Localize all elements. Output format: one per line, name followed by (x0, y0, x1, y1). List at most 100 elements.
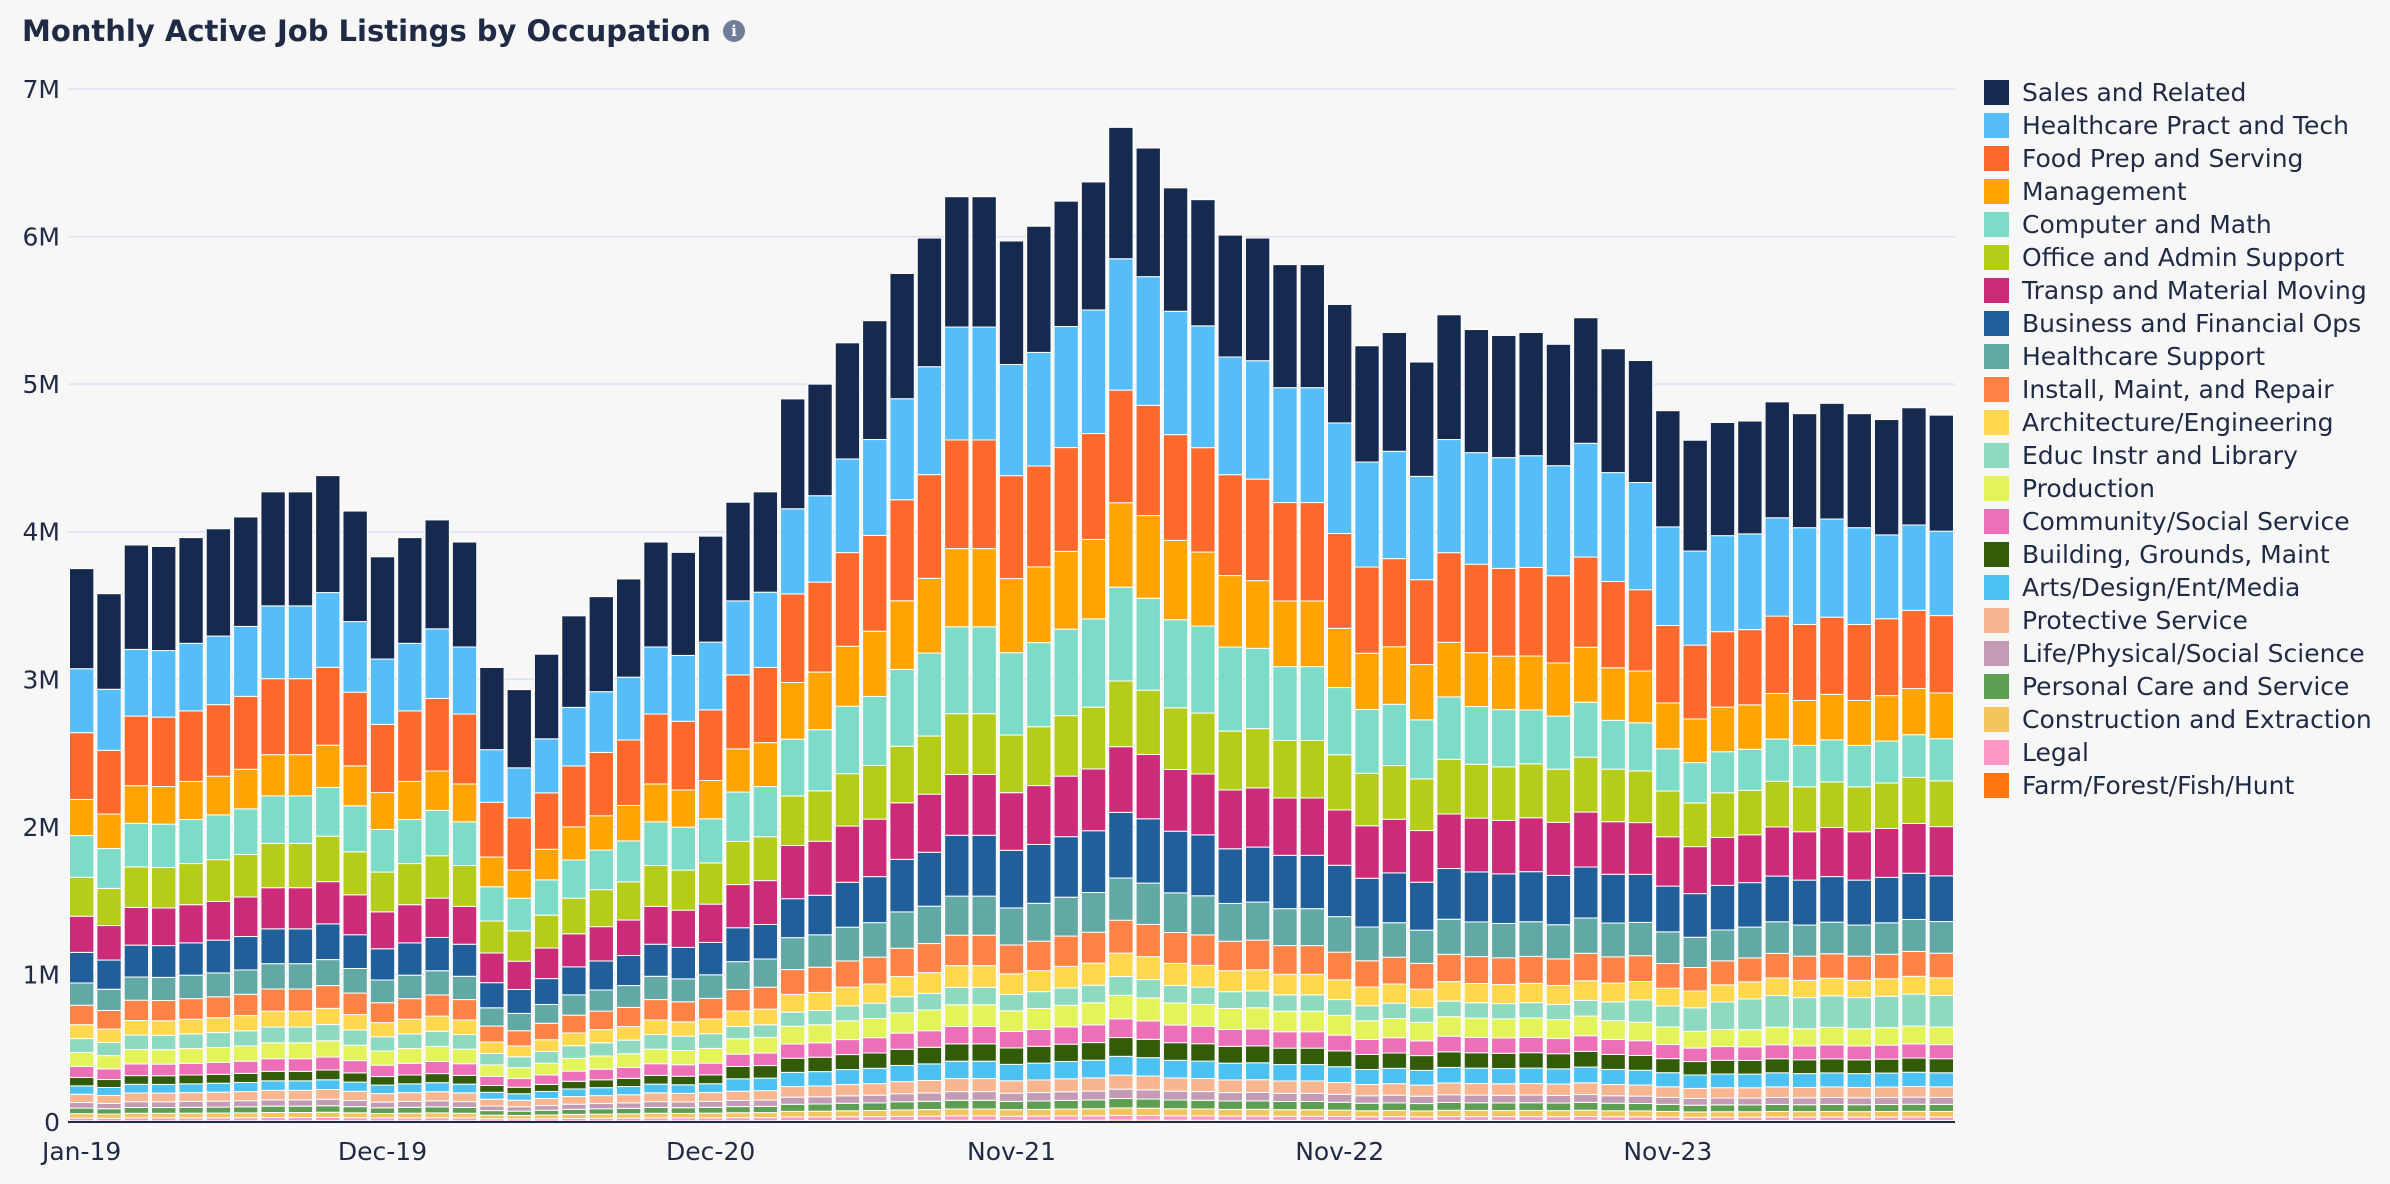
bar-segment[interactable] (123, 1075, 150, 1085)
bar-segment[interactable] (260, 887, 286, 930)
bar-segment[interactable] (1901, 1025, 1927, 1045)
bar-segment[interactable] (561, 994, 587, 1016)
bar-segment[interactable] (205, 1106, 232, 1114)
bar-segment[interactable] (1737, 789, 1763, 836)
bar-segment[interactable] (889, 1109, 915, 1117)
bar-segment[interactable] (123, 1083, 150, 1094)
bar-segment[interactable] (178, 1074, 204, 1085)
bar-stack[interactable] (1573, 317, 1599, 1123)
bar-segment[interactable] (1217, 234, 1243, 358)
bar-segment[interactable] (1764, 1086, 1790, 1098)
bar-segment[interactable] (397, 642, 423, 712)
bar-segment[interactable] (533, 1022, 560, 1041)
bar-segment[interactable] (1272, 1031, 1298, 1049)
bar-segment[interactable] (1846, 1073, 1872, 1088)
bar-segment[interactable] (1190, 834, 1216, 897)
bar-segment[interactable] (1080, 1042, 1107, 1061)
bar-segment[interactable] (287, 928, 314, 965)
bar-segment[interactable] (1381, 450, 1408, 560)
bar-segment[interactable] (1135, 882, 1161, 925)
bar-stack[interactable] (1873, 419, 1900, 1123)
bar-segment[interactable] (1162, 1077, 1189, 1092)
bar-segment[interactable] (397, 942, 423, 976)
bar-segment[interactable] (1381, 646, 1408, 705)
bar-segment[interactable] (1463, 1052, 1490, 1069)
bar-segment[interactable] (780, 1103, 806, 1112)
bar-segment[interactable] (1655, 1005, 1681, 1028)
bar-segment[interactable] (643, 1112, 669, 1119)
bar-segment[interactable] (1053, 447, 1079, 552)
bar-segment[interactable] (1244, 647, 1271, 730)
bar-segment[interactable] (889, 1048, 915, 1066)
bar-segment[interactable] (397, 904, 423, 944)
bar-segment[interactable] (1682, 1074, 1708, 1089)
bar-segment[interactable] (807, 934, 833, 968)
bar-segment[interactable] (1682, 1116, 1708, 1122)
bar-segment[interactable] (1108, 1037, 1134, 1057)
legend-item[interactable]: Business and Financial Ops (1984, 307, 2372, 340)
bar-segment[interactable] (1545, 1102, 1572, 1112)
bar-segment[interactable] (1135, 597, 1161, 691)
bar-segment[interactable] (479, 1098, 505, 1107)
bar-segment[interactable] (944, 1025, 970, 1045)
bar-segment[interactable] (1518, 1036, 1544, 1054)
bar-segment[interactable] (1518, 1109, 1544, 1118)
bar-segment[interactable] (1737, 1097, 1763, 1106)
bar-segment[interactable] (1928, 738, 1955, 782)
bar-segment[interactable] (1627, 1054, 1654, 1071)
bar-segment[interactable] (1518, 955, 1544, 984)
bar-segment[interactable] (479, 1105, 505, 1112)
bar-segment[interactable] (1819, 1086, 1845, 1098)
bar-segment[interactable] (1053, 550, 1079, 630)
bar-segment[interactable] (1846, 1059, 1872, 1075)
bar-segment[interactable] (1791, 1045, 1818, 1061)
bar-stack[interactable] (1791, 413, 1818, 1123)
bar-segment[interactable] (479, 666, 505, 751)
bar-segment[interactable] (1135, 956, 1161, 981)
bar-segment[interactable] (233, 516, 259, 627)
bar-segment[interactable] (862, 695, 888, 766)
bar-segment[interactable] (260, 1089, 286, 1101)
bar-segment[interactable] (1327, 809, 1353, 866)
bar-segment[interactable] (834, 1095, 861, 1104)
bar-segment[interactable] (151, 1075, 177, 1085)
bar-segment[interactable] (69, 668, 95, 734)
bar-segment[interactable] (1381, 1037, 1408, 1054)
bar-segment[interactable] (1491, 1018, 1517, 1039)
bar-segment[interactable] (1080, 1002, 1107, 1026)
bar-segment[interactable] (533, 792, 560, 850)
bar-segment[interactable] (1053, 1091, 1079, 1101)
bar-segment[interactable] (1272, 1010, 1298, 1033)
bar-segment[interactable] (561, 859, 587, 899)
bar-segment[interactable] (1737, 981, 1763, 1000)
bar-segment[interactable] (233, 1112, 259, 1119)
bar-segment[interactable] (1026, 1108, 1052, 1117)
bar-segment[interactable] (1327, 1066, 1353, 1084)
bar-segment[interactable] (123, 822, 150, 868)
bar-segment[interactable] (889, 499, 915, 602)
bar-segment[interactable] (1709, 836, 1736, 886)
bar-segment[interactable] (151, 1063, 177, 1077)
bar-segment[interactable] (233, 853, 259, 898)
bar-segment[interactable] (1381, 1110, 1408, 1118)
bar-segment[interactable] (1518, 763, 1544, 819)
bar-segment[interactable] (889, 802, 915, 860)
bar-segment[interactable] (123, 866, 150, 908)
bar-segment[interactable] (1819, 1116, 1845, 1122)
bar-segment[interactable] (1791, 413, 1818, 529)
bar-segment[interactable] (1627, 999, 1654, 1023)
bar-stack[interactable] (205, 528, 232, 1123)
bar-segment[interactable] (315, 1079, 341, 1091)
bar-segment[interactable] (561, 1045, 587, 1059)
bar-segment[interactable] (178, 819, 204, 865)
bar-segment[interactable] (1299, 1031, 1326, 1049)
bar-segment[interactable] (1244, 1062, 1271, 1081)
bar-segment[interactable] (1162, 1099, 1189, 1110)
bar-segment[interactable] (670, 1107, 697, 1114)
bar-segment[interactable] (1327, 999, 1353, 1016)
bar-segment[interactable] (1709, 984, 1736, 1003)
bar-segment[interactable] (1299, 1064, 1326, 1082)
bar-segment[interactable] (96, 1102, 122, 1110)
bar-segment[interactable] (725, 840, 751, 886)
bar-segment[interactable] (1299, 1080, 1326, 1094)
